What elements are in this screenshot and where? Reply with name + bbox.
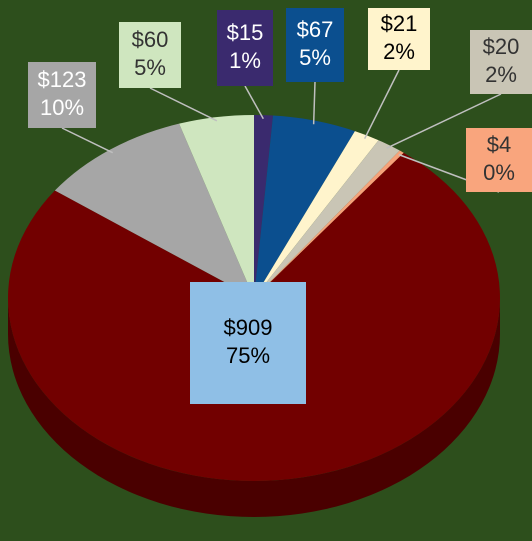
pie-slice <box>254 150 404 298</box>
data-label-value: $4 <box>487 132 511 157</box>
data-label-percent: 75% <box>226 343 270 368</box>
data-label-value: $15 <box>227 20 264 45</box>
leader-line <box>244 85 264 120</box>
leader-line <box>312 81 316 125</box>
data-label-box <box>286 8 344 82</box>
leader-line <box>386 93 502 149</box>
data-label-box <box>470 30 532 94</box>
leader-line <box>61 127 114 154</box>
data-label-value: $123 <box>38 67 87 92</box>
data-label-value: $67 <box>297 17 334 42</box>
data-label-value: $909 <box>224 315 273 340</box>
pie-slice <box>254 140 400 298</box>
pie-slice <box>54 123 254 298</box>
data-label-box <box>119 22 181 88</box>
data-label-percent: 0% <box>483 160 515 185</box>
data-label-box <box>217 10 273 86</box>
data-label-percent: 2% <box>383 39 415 64</box>
data-label-box <box>190 282 306 404</box>
data-label-percent: 5% <box>299 45 331 70</box>
pie-slice <box>254 115 355 298</box>
pie-side <box>8 298 500 517</box>
data-label-box <box>28 62 96 128</box>
pie-slice <box>254 115 274 298</box>
data-label-value: $60 <box>132 27 169 52</box>
data-label-percent: 5% <box>134 55 166 80</box>
data-label-percent: 10% <box>40 95 84 120</box>
data-label-box <box>466 128 532 192</box>
data-label-value: $21 <box>381 11 418 36</box>
leader-line <box>149 87 218 122</box>
pie-slice <box>254 131 379 298</box>
leader-line <box>363 69 400 139</box>
data-label-box <box>368 8 430 70</box>
pie-slice <box>179 115 254 298</box>
data-label-percent: 1% <box>229 48 261 73</box>
data-label-value: $20 <box>483 34 520 59</box>
data-label-percent: 2% <box>485 62 517 87</box>
